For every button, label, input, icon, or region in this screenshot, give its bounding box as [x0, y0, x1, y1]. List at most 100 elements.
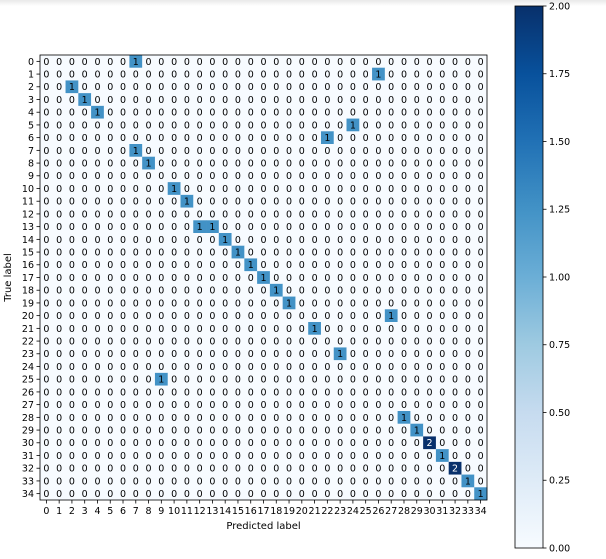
heatmap-cell: [65, 271, 79, 285]
cell-value-label: 0: [350, 286, 356, 297]
cell-value-label: 0: [235, 489, 241, 500]
cell-value-label: 0: [158, 158, 164, 169]
cell-value-label: 0: [120, 387, 126, 398]
heatmap-cell: [154, 80, 169, 94]
heatmap-cell: [359, 207, 373, 221]
cell-value-label: 0: [260, 375, 266, 386]
heatmap-cell: [218, 144, 232, 158]
cell-value-label: 0: [43, 235, 49, 246]
heatmap-cell: [384, 258, 398, 272]
cell-value-label: 0: [401, 451, 407, 462]
cell-value-label: 0: [69, 235, 75, 246]
cell-value-label: 0: [197, 438, 203, 449]
heatmap-cell: [52, 144, 66, 158]
heatmap-cell: [269, 258, 283, 272]
x-tick-label: 2: [69, 506, 75, 517]
heatmap-cell: [231, 258, 245, 272]
cell-value-label: 0: [439, 413, 445, 424]
heatmap-cell: [218, 182, 232, 196]
heatmap-cell: [206, 80, 220, 94]
cell-value-label: 0: [260, 184, 266, 195]
heatmap-cell: [129, 55, 143, 69]
cell-value-label: 0: [120, 184, 126, 195]
cell-value-label: 0: [82, 438, 88, 449]
cell-value-label: 0: [184, 311, 190, 322]
heatmap-cell: [78, 220, 92, 234]
heatmap-cell: [448, 67, 462, 81]
heatmap-cell: [397, 245, 411, 259]
cell-value-label: 0: [158, 464, 164, 475]
cell-value-label: 0: [427, 171, 433, 182]
cell-value-label: 0: [197, 273, 203, 284]
cell-value-label: 0: [69, 247, 75, 258]
heatmap-cell: [423, 182, 437, 196]
heatmap-cell: [193, 258, 207, 272]
cell-value-label: 0: [465, 260, 471, 271]
cell-value-label: 0: [414, 260, 420, 271]
cell-value-label: 0: [363, 413, 369, 424]
cell-value-label: 0: [350, 57, 356, 68]
cell-value-label: 0: [94, 222, 100, 233]
cell-value-label: 0: [465, 247, 471, 258]
cell-value-label: 0: [222, 464, 228, 475]
heatmap-cell: [142, 194, 156, 208]
cell-value-label: 0: [465, 336, 471, 347]
cell-value-label: 0: [197, 235, 203, 246]
heatmap-cell: [193, 55, 207, 69]
heatmap-cell: [116, 156, 130, 170]
heatmap-cell: [346, 233, 360, 247]
cell-value-label: 0: [452, 349, 458, 360]
cell-value-label: 0: [273, 413, 279, 424]
heatmap-cell: [346, 105, 360, 119]
cell-value-label: 0: [43, 108, 49, 119]
heatmap-cell: [346, 220, 360, 234]
cell-value-label: 0: [184, 362, 190, 373]
cell-value-label: 0: [452, 146, 458, 157]
cell-value-label: 0: [427, 69, 433, 80]
y-tick-label: 3: [28, 95, 34, 106]
cell-value-label: 0: [414, 476, 420, 487]
heatmap-cell: [40, 156, 54, 170]
cell-value-label: 0: [286, 197, 292, 208]
cell-value-label: 0: [209, 375, 215, 386]
cell-value-label: 0: [184, 57, 190, 68]
cell-value-label: 0: [388, 197, 394, 208]
cell-value-label: 0: [69, 324, 75, 335]
cell-value-label: 0: [375, 476, 381, 487]
heatmap-cell: [167, 258, 181, 272]
cell-value-label: 0: [439, 69, 445, 80]
cell-value-label: 0: [286, 209, 292, 220]
heatmap-cell: [218, 156, 232, 170]
heatmap-cell: [129, 144, 143, 158]
cell-value-label: 0: [158, 222, 164, 233]
cell-value-label: 0: [478, 120, 484, 131]
heatmap-cell: [244, 220, 258, 234]
cell-value-label: 0: [120, 235, 126, 246]
cell-value-label: 0: [146, 349, 152, 360]
cell-value-label: 0: [375, 286, 381, 297]
heatmap-cell: [308, 194, 322, 208]
cell-value-label: 0: [69, 336, 75, 347]
cell-value-label: 0: [312, 400, 318, 411]
heatmap-cell: [320, 67, 335, 81]
heatmap-cell: [206, 93, 220, 107]
cell-value-label: 0: [375, 387, 381, 398]
heatmap-cell: [257, 80, 271, 94]
cell-value-label: 0: [197, 184, 203, 195]
cell-value-label: 0: [94, 451, 100, 462]
cell-value-label: 0: [452, 387, 458, 398]
cell-value-label: 0: [158, 349, 164, 360]
cell-value-label: 0: [235, 311, 241, 322]
x-tick-label: 8: [146, 506, 152, 517]
cell-value-label: 0: [427, 362, 433, 373]
cell-value-label: 0: [222, 222, 228, 233]
cell-value-label: 0: [363, 247, 369, 258]
heatmap-cell: [410, 118, 424, 132]
heatmap-cell: [474, 245, 488, 259]
heatmap-cell: [423, 169, 437, 183]
heatmap-cell: [180, 93, 194, 107]
heatmap-cell: [359, 169, 373, 183]
cell-value-label: 0: [401, 349, 407, 360]
cell-value-label: 0: [133, 336, 139, 347]
cell-value-label: 0: [209, 464, 215, 475]
